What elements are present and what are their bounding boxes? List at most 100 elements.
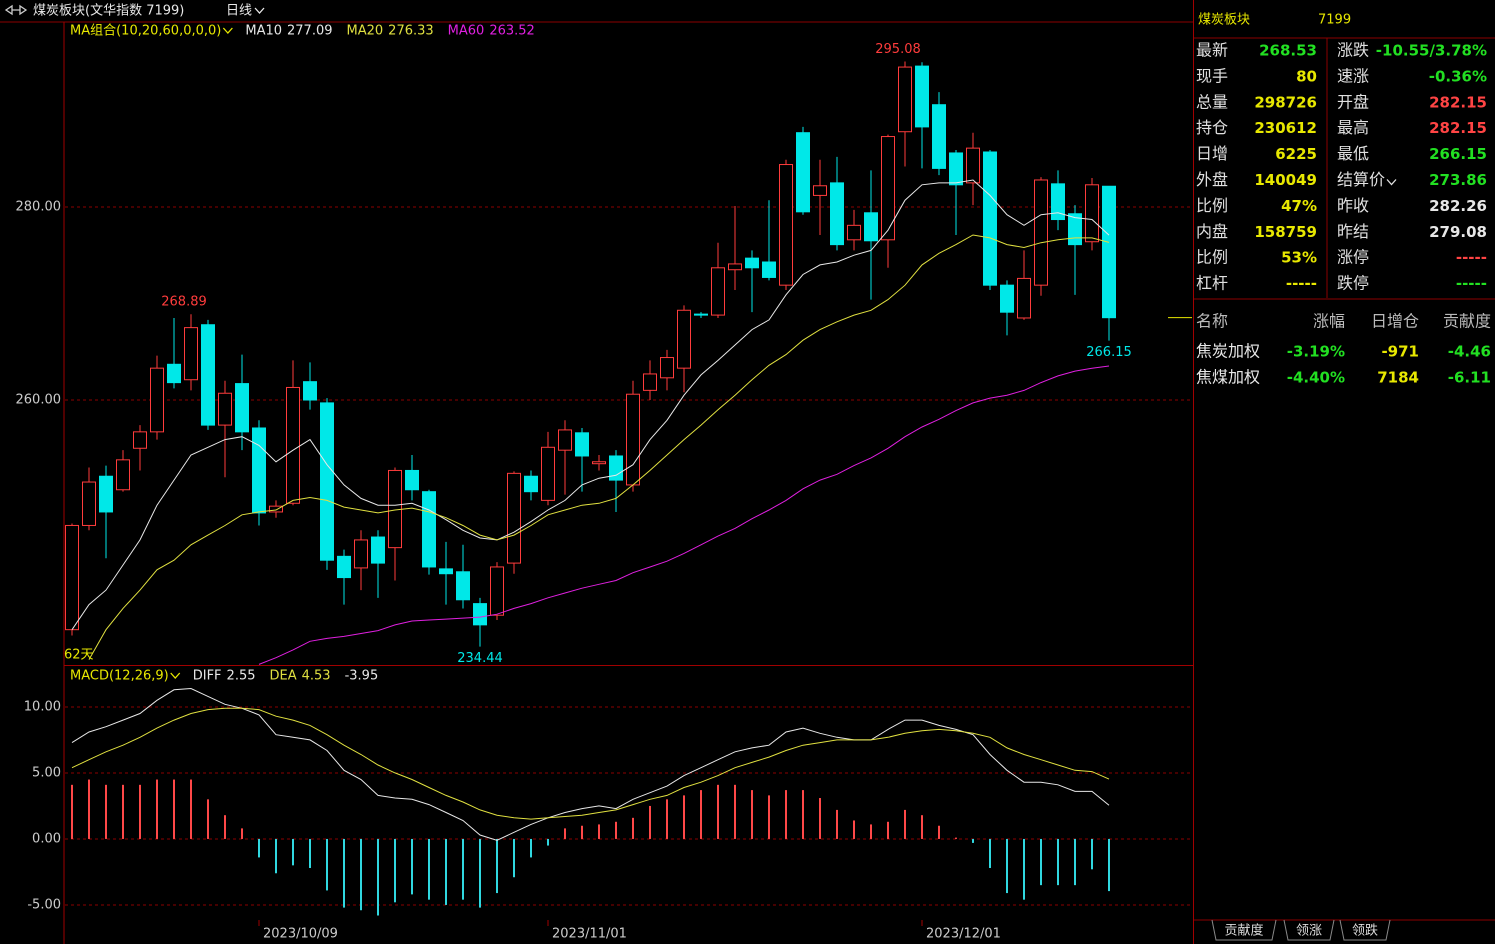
legend-value: 263.52 bbox=[489, 24, 535, 39]
quote-value: 273.86 bbox=[1429, 171, 1487, 189]
ma-line bbox=[71, 179, 1110, 630]
tab-frame bbox=[1283, 919, 1335, 941]
x-tick-label: 2023/10/09 bbox=[263, 927, 338, 942]
candle-body bbox=[864, 212, 878, 242]
legend-name: MA20 bbox=[347, 24, 384, 39]
dropdown-chevron[interactable] bbox=[254, 7, 265, 14]
candle-body bbox=[456, 571, 470, 601]
candle-body bbox=[1000, 284, 1014, 313]
component-cell[interactable]: 焦炭加权 bbox=[1196, 342, 1260, 361]
tab[interactable]: 领跌 bbox=[1352, 923, 1378, 939]
legend-name: MA10 bbox=[245, 24, 282, 39]
candle-body bbox=[252, 427, 266, 514]
legend-value: 276.33 bbox=[388, 24, 434, 39]
component-cell: -3.19% bbox=[1287, 343, 1345, 361]
y-tick-label: 10.00 bbox=[24, 699, 61, 714]
y-tick-label: 280.00 bbox=[16, 199, 62, 214]
quote-label: 最新 bbox=[1196, 41, 1228, 60]
macd-line bbox=[71, 687, 1110, 841]
candle-body bbox=[371, 536, 385, 564]
candle-body bbox=[694, 313, 708, 316]
candle-body bbox=[898, 66, 912, 133]
candle-body bbox=[1085, 184, 1099, 243]
candle-body bbox=[82, 481, 96, 526]
legend-value: -3.95 bbox=[345, 669, 379, 684]
candle-body bbox=[524, 475, 538, 493]
component-cell: -6.11 bbox=[1448, 369, 1491, 387]
quote-value: -0.36% bbox=[1429, 67, 1487, 85]
candle-body bbox=[65, 524, 79, 631]
quote-label: 昨结 bbox=[1337, 222, 1369, 241]
candle-body bbox=[1051, 183, 1065, 221]
quote-value: 158759 bbox=[1254, 223, 1317, 241]
candle-body bbox=[541, 446, 555, 501]
candle-body bbox=[575, 432, 589, 457]
dropdown-chevron[interactable] bbox=[1386, 179, 1397, 186]
candle-body bbox=[286, 386, 300, 504]
legend-name: DEA bbox=[270, 669, 297, 684]
component-cell: 7184 bbox=[1377, 369, 1419, 387]
candle-body bbox=[830, 182, 844, 246]
quote-label: 杠杆 bbox=[1196, 274, 1228, 293]
column-header: 日增仓 bbox=[1371, 312, 1419, 331]
macd-line bbox=[71, 707, 1110, 820]
legend-value: 4.53 bbox=[302, 669, 331, 684]
tab[interactable]: 领涨 bbox=[1296, 924, 1322, 939]
candle-body bbox=[609, 455, 623, 481]
quote-label: 日增 bbox=[1196, 144, 1228, 163]
quote-label: 最低 bbox=[1337, 144, 1369, 163]
candle-body bbox=[490, 566, 504, 616]
dropdown-chevron[interactable] bbox=[222, 27, 233, 34]
quote-value: 268.53 bbox=[1259, 42, 1317, 60]
candle-body bbox=[762, 261, 776, 278]
component-cell: -4.40% bbox=[1287, 369, 1345, 387]
component-cell[interactable]: 焦煤加权 bbox=[1196, 368, 1260, 387]
candle-body bbox=[201, 324, 215, 426]
component-cell: -971 bbox=[1381, 343, 1419, 361]
candle-body bbox=[184, 327, 198, 381]
extreme-label: 295.08 bbox=[875, 42, 921, 57]
header-icon bbox=[4, 4, 28, 16]
quote-label: 结算价 bbox=[1337, 170, 1385, 189]
ma-line bbox=[88, 234, 1110, 660]
quote-label: 昨收 bbox=[1337, 196, 1369, 215]
legend-name: DIFF bbox=[193, 669, 222, 684]
y-tick-label: 0.00 bbox=[32, 831, 61, 846]
candle-body bbox=[915, 65, 929, 128]
candle-body bbox=[728, 263, 742, 271]
candle-body bbox=[337, 555, 351, 579]
quote-label: 最高 bbox=[1337, 118, 1369, 137]
tab[interactable]: 贡献度 bbox=[1224, 923, 1263, 939]
quote-value: 298726 bbox=[1254, 93, 1317, 111]
legend-name: MA60 bbox=[448, 24, 485, 39]
column-header: 名称 bbox=[1196, 312, 1228, 331]
extreme-label: 234.44 bbox=[457, 651, 503, 666]
y-tick-label: -5.00 bbox=[27, 897, 61, 912]
quote-label: 比例 bbox=[1196, 196, 1228, 215]
candle-body bbox=[592, 461, 606, 465]
candle-body bbox=[507, 472, 521, 564]
dropdown-chevron[interactable] bbox=[170, 672, 181, 679]
quote-label: 外盘 bbox=[1196, 170, 1228, 189]
period-selector[interactable]: 日线 bbox=[226, 4, 252, 19]
legend-value: 2.55 bbox=[227, 669, 256, 684]
candle-body bbox=[626, 393, 640, 486]
quote-value: ----- bbox=[1286, 275, 1317, 293]
candle-body bbox=[116, 459, 130, 491]
quote-label: 开盘 bbox=[1337, 92, 1369, 111]
candle-body bbox=[473, 603, 487, 626]
candle-body bbox=[1034, 179, 1048, 286]
x-tick-label: 2023/12/01 bbox=[926, 927, 1001, 942]
column-header: 涨幅 bbox=[1313, 312, 1345, 331]
ma-line bbox=[258, 365, 1110, 665]
quote-value: 266.15 bbox=[1429, 145, 1487, 163]
candle-body bbox=[303, 381, 317, 401]
quote-value: 47% bbox=[1281, 197, 1317, 215]
legend-value: 277.09 bbox=[287, 24, 333, 39]
candle-body bbox=[932, 104, 946, 169]
y-tick-label: 5.00 bbox=[32, 765, 61, 780]
component-cell: -4.46 bbox=[1448, 343, 1491, 361]
quote-value: 282.15 bbox=[1429, 93, 1487, 111]
candle-body bbox=[320, 402, 334, 561]
symbol-name: 煤炭板块 bbox=[1198, 13, 1250, 28]
